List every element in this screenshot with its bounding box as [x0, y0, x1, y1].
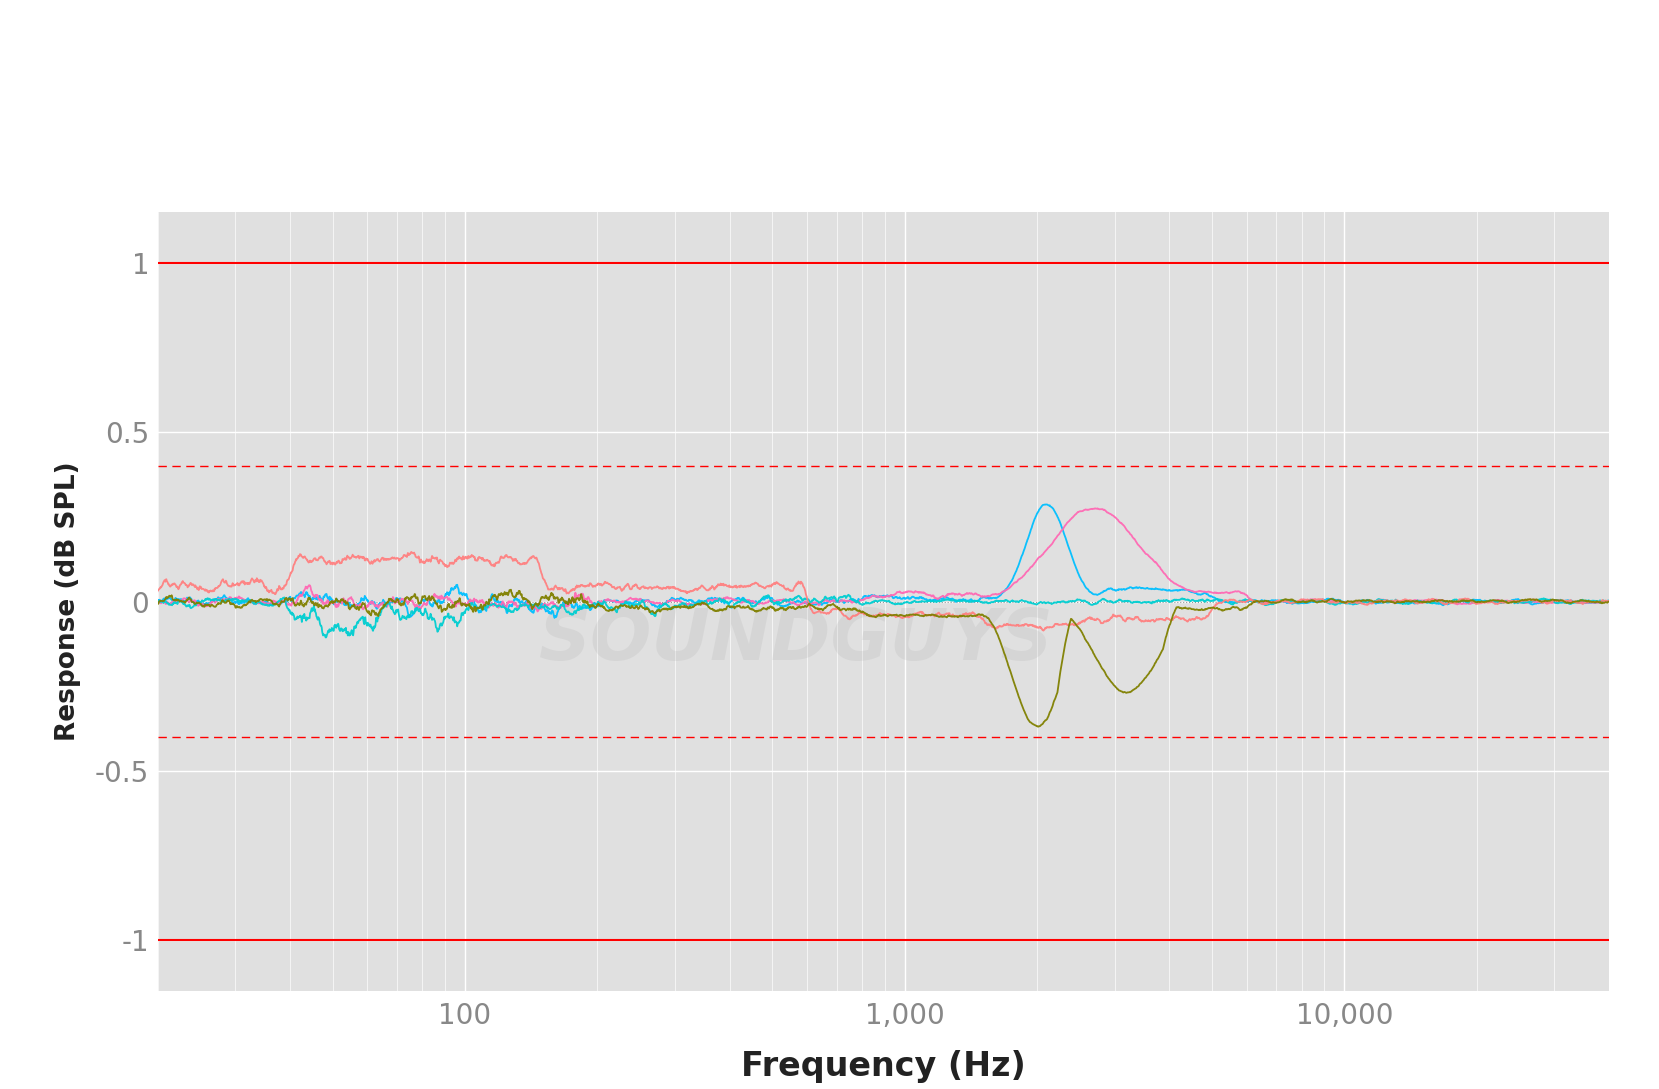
- X-axis label: Frequency (Hz): Frequency (Hz): [742, 1050, 1025, 1082]
- Text: Signal consistency
(from high-end cable): Signal consistency (from high-end cable): [539, 20, 1120, 122]
- Y-axis label: Response (dB SPL): Response (dB SPL): [55, 462, 81, 742]
- Text: SOUNDGUYS: SOUNDGUYS: [539, 607, 1053, 675]
